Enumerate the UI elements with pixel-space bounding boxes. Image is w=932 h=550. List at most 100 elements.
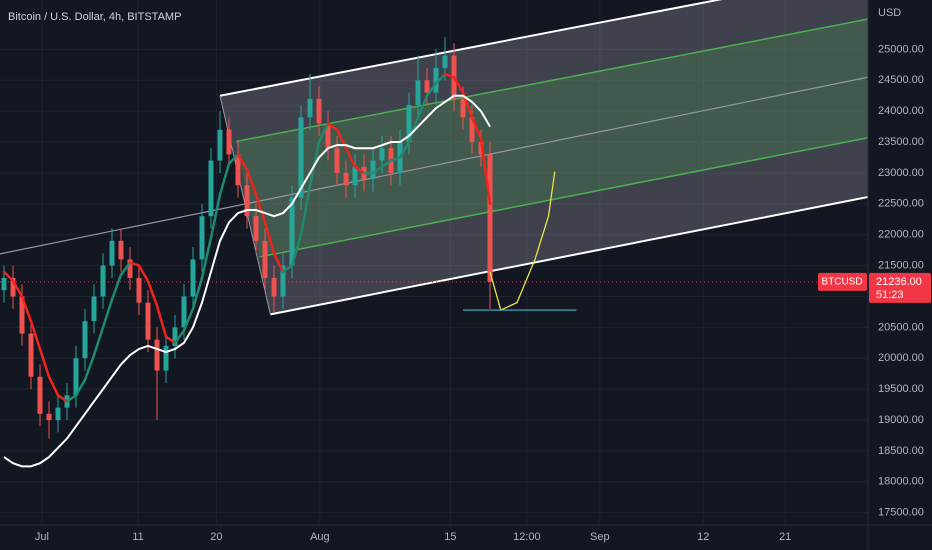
ma-fast-segment — [128, 261, 141, 267]
candle-body — [289, 197, 295, 266]
y-tick-label: 20000.00 — [878, 352, 924, 364]
candle-body — [100, 265, 106, 297]
ma-fast-segment — [443, 72, 456, 79]
x-tick-label: 11 — [132, 531, 143, 543]
channel-line — [259, 136, 868, 258]
y-tick-label: 19500.00 — [878, 383, 924, 395]
y-axis-label: USD — [878, 7, 901, 19]
candle-body — [298, 117, 304, 198]
candle-body — [109, 240, 115, 266]
candle-body — [118, 240, 124, 260]
ma-fast-segment — [101, 298, 114, 329]
candle-body — [469, 117, 475, 143]
ma-fast-segment — [11, 279, 24, 298]
ma-fast-segment — [119, 261, 132, 277]
candle-body — [82, 321, 88, 359]
y-tick-label: 25000.00 — [878, 43, 924, 55]
ma-fast-segment — [191, 276, 204, 311]
ma-fast-segment — [452, 75, 465, 94]
y-tick-label: 19000.00 — [878, 414, 924, 426]
candle-body — [190, 259, 196, 297]
x-tick-label: Jul — [35, 531, 49, 543]
candle-body — [487, 154, 493, 282]
x-tick-label: 15 — [444, 531, 456, 543]
chart-title: Bitcoin / U.S. Dollar, 4h, BITSTAMP — [8, 11, 181, 23]
candle-body — [244, 185, 250, 217]
ma-fast-segment — [47, 375, 60, 397]
symbol-label-box — [818, 272, 867, 291]
candle-body — [235, 154, 241, 186]
candle-body — [442, 55, 448, 68]
candle-body — [208, 160, 214, 217]
ma-fast-segment — [398, 140, 411, 159]
y-tick-label: 22000.00 — [878, 229, 924, 241]
candle-body — [163, 345, 169, 371]
candle-body — [325, 123, 331, 149]
y-tick-label: 21500.00 — [878, 259, 924, 271]
ma-fast-segment — [173, 329, 186, 345]
channel-fill — [219, 0, 868, 315]
candle-body — [433, 67, 439, 93]
candle-body — [19, 296, 25, 334]
candle-body — [145, 302, 151, 340]
y-tick-label: 23500.00 — [878, 136, 924, 148]
channel-line — [236, 18, 868, 143]
y-tick-label: 18000.00 — [878, 476, 924, 488]
candle-body — [253, 216, 259, 241]
y-tick-label: 22500.00 — [878, 198, 924, 210]
hand-drawing — [489, 171, 556, 311]
ma-fast-segment — [146, 279, 159, 307]
candle-body — [1, 277, 7, 291]
ma-slow-line — [3, 94, 491, 468]
candle-body — [415, 80, 421, 105]
channel-inner-fill — [236, 19, 868, 257]
ma-fast-segment — [20, 295, 33, 323]
candle-body — [127, 259, 133, 278]
ma-fast-segment — [155, 304, 168, 338]
ma-fast-segment — [434, 72, 447, 85]
y-tick-label: 24500.00 — [878, 74, 924, 86]
candle-body — [181, 296, 187, 328]
y-tick-label: 18500.00 — [878, 445, 924, 457]
ma-fast-segment — [182, 307, 195, 332]
y-tick-label: 17500.00 — [878, 507, 924, 519]
ma-fast-segment — [407, 116, 420, 144]
ma-fast-segment — [479, 137, 492, 206]
candle-body — [478, 142, 484, 155]
channel-line — [219, 0, 723, 97]
candle-body — [172, 327, 178, 346]
ma-fast-segment — [326, 122, 339, 131]
candle-body — [406, 105, 412, 143]
candle-body — [199, 216, 205, 260]
ma-fast-segment — [425, 82, 438, 97]
ma-fast-segment — [389, 156, 402, 162]
x-tick-label: 12 — [697, 531, 709, 543]
candle-body — [73, 358, 79, 396]
x-tick-label: 21 — [779, 531, 791, 543]
ma-fast-segment — [164, 335, 177, 345]
ma-fast-segment — [2, 270, 15, 283]
ma-fast-segment — [254, 193, 267, 224]
ma-fast-segment — [209, 193, 222, 240]
ma-fast-segment — [110, 273, 123, 301]
candle-body — [136, 277, 142, 303]
channel-line — [0, 76, 868, 255]
candle-body — [46, 413, 52, 420]
candle-body — [10, 277, 16, 297]
countdown-label: 51:23 — [876, 289, 904, 301]
ma-fast-segment — [236, 153, 249, 172]
candle-body — [280, 265, 286, 297]
candle-body — [379, 148, 385, 161]
candle-body — [424, 80, 430, 93]
ma-fast-segment — [380, 159, 393, 169]
symbol-label: BTCUSD — [821, 277, 862, 288]
ma-fast-segment — [200, 236, 213, 280]
y-tick-label: 23000.00 — [878, 167, 924, 179]
y-tick-label: 24000.00 — [878, 105, 924, 117]
candle-body — [37, 376, 43, 414]
candle-body — [460, 98, 466, 118]
axes: 17500.00 18000.00 18500.00 19000.00 19500.00… — [35, 43, 931, 543]
channel-line — [270, 196, 868, 316]
